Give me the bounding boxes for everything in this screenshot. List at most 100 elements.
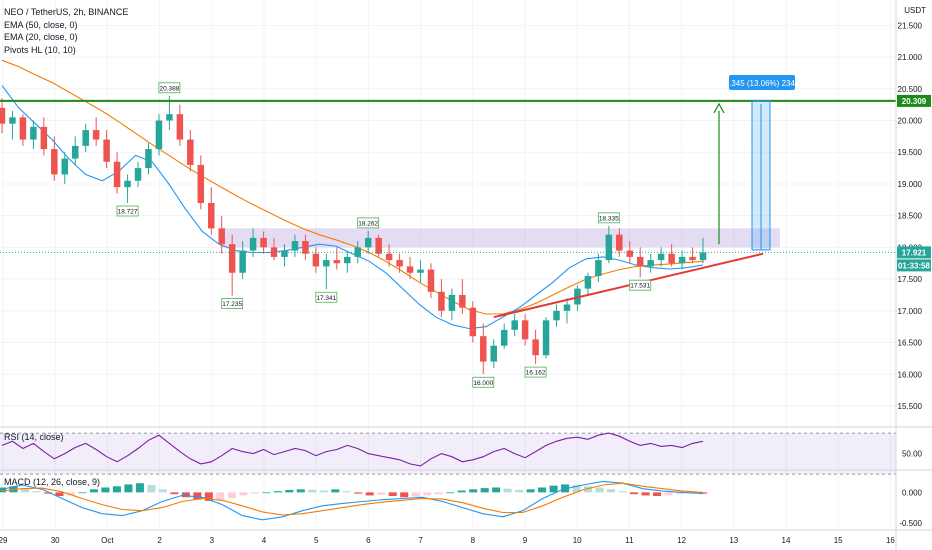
candle — [563, 298, 571, 324]
macd-histogram-bar — [584, 486, 593, 493]
macd-histogram-bar — [285, 489, 294, 493]
candle — [323, 253, 330, 290]
candle-body — [103, 139, 110, 162]
candle — [521, 313, 529, 346]
macd-histogram-bar — [331, 489, 340, 493]
macd-histogram-bar — [423, 492, 432, 496]
candle — [51, 136, 58, 181]
pivot-label: 18.262 — [357, 217, 380, 229]
pivot-label-box — [472, 376, 495, 388]
candle-body — [344, 256, 351, 264]
candle — [103, 130, 110, 169]
rsi-tick-label: 50.00 — [902, 450, 923, 459]
candle-body — [218, 228, 225, 245]
candle — [291, 234, 299, 257]
candle-body — [584, 275, 592, 289]
candle-body — [364, 237, 372, 248]
chart-legend: NEO / TetherUS, 2h, BINANCE EMA (50, clo… — [4, 6, 128, 56]
macd-histogram-bar — [469, 489, 478, 493]
macd-histogram-bar — [181, 492, 190, 498]
macd-histogram-bar — [515, 489, 524, 493]
macd-pane[interactable] — [0, 480, 708, 521]
price-tick-label: 16.000 — [898, 370, 923, 379]
price-pane[interactable]: 2.345 (13.06%) 2345 20.388 18.727 17.235 17.… — [0, 59, 896, 388]
candle — [490, 339, 497, 368]
macd-histogram-bar — [492, 487, 501, 493]
macd-histogram-bar — [377, 492, 386, 495]
candle — [678, 250, 686, 270]
price-tick-label: 17.000 — [898, 307, 923, 316]
time-tick-label: 3 — [210, 536, 215, 545]
pivot-label-box — [357, 217, 380, 229]
macd-line — [1, 480, 704, 521]
time-tick-label: 6 — [366, 536, 371, 545]
current-price-badge: 17.921 — [897, 246, 931, 259]
rsi-band — [0, 433, 896, 475]
macd-histogram-bar — [227, 492, 236, 498]
candle — [9, 111, 16, 140]
candle-body — [302, 241, 309, 254]
candle-body — [375, 237, 382, 254]
macd-histogram-bar — [365, 492, 374, 496]
candle-body — [521, 320, 529, 340]
pivot-label-box — [116, 205, 139, 217]
measure-label: 2.345 (13.06%) 2345 — [725, 75, 800, 90]
candle-body — [657, 253, 665, 261]
macd-histogram-bar — [572, 485, 581, 493]
candle — [281, 244, 288, 267]
candle-body — [605, 234, 613, 261]
candle-body — [291, 241, 299, 251]
candle-body — [616, 234, 623, 251]
macd-histogram-bar — [698, 492, 708, 494]
price-tick-label: 21.000 — [898, 53, 923, 62]
candle — [208, 187, 215, 235]
measure-label-text: 2.345 (13.06%) 2345 — [725, 79, 800, 88]
pivot-label-box — [524, 366, 547, 378]
candle — [385, 244, 393, 267]
candle-body — [500, 329, 508, 346]
signal-line — [1, 482, 704, 516]
pivot-label-box — [158, 82, 181, 94]
candle-body — [82, 130, 89, 146]
rsi-pane[interactable] — [0, 432, 896, 475]
price-tick-label: 21.500 — [898, 21, 923, 30]
candle — [176, 104, 184, 146]
time-tick-label: 11 — [625, 536, 634, 545]
resistance-zone — [220, 228, 781, 248]
macd-histogram-bar — [411, 492, 420, 497]
candle-body — [249, 237, 257, 251]
macd-histogram-bar — [400, 492, 409, 498]
macd-histogram-bar — [204, 492, 213, 501]
pivot-label-text: 17.235 — [222, 301, 242, 308]
candle-body — [92, 130, 100, 140]
pivot-label-text: 18.335 — [599, 215, 619, 222]
candle — [333, 247, 341, 270]
macd-histogram-bar — [101, 487, 110, 493]
candle-body — [124, 180, 131, 188]
countdown-badge-text: 01:33:58 — [898, 261, 931, 270]
time-tick-label: 15 — [834, 536, 843, 545]
candle-body — [532, 339, 539, 356]
macd-histogram-bar — [446, 492, 455, 494]
candle — [605, 225, 613, 264]
candle-body — [396, 260, 403, 267]
candle — [19, 114, 27, 146]
candle-body — [668, 253, 675, 264]
candle — [553, 304, 560, 327]
candle — [595, 253, 602, 283]
candle — [511, 313, 518, 337]
macd-histogram-bar — [526, 489, 535, 493]
candle-body — [260, 237, 267, 248]
candle-body — [197, 164, 205, 203]
macd-label: MACD (12, 26, close, 9) — [4, 477, 101, 487]
candle-body — [385, 253, 393, 261]
candle-body — [176, 114, 184, 140]
pivot-label: 18.727 — [116, 205, 139, 217]
symbol-title: NEO / TetherUS, 2h, BINANCE — [4, 7, 129, 17]
macd-histogram-bar — [262, 492, 271, 494]
macd-histogram-bar — [170, 492, 179, 495]
pivot-label-text: 17.531 — [630, 283, 650, 290]
time-tick-label: 2 — [157, 536, 162, 545]
candle — [239, 241, 246, 280]
